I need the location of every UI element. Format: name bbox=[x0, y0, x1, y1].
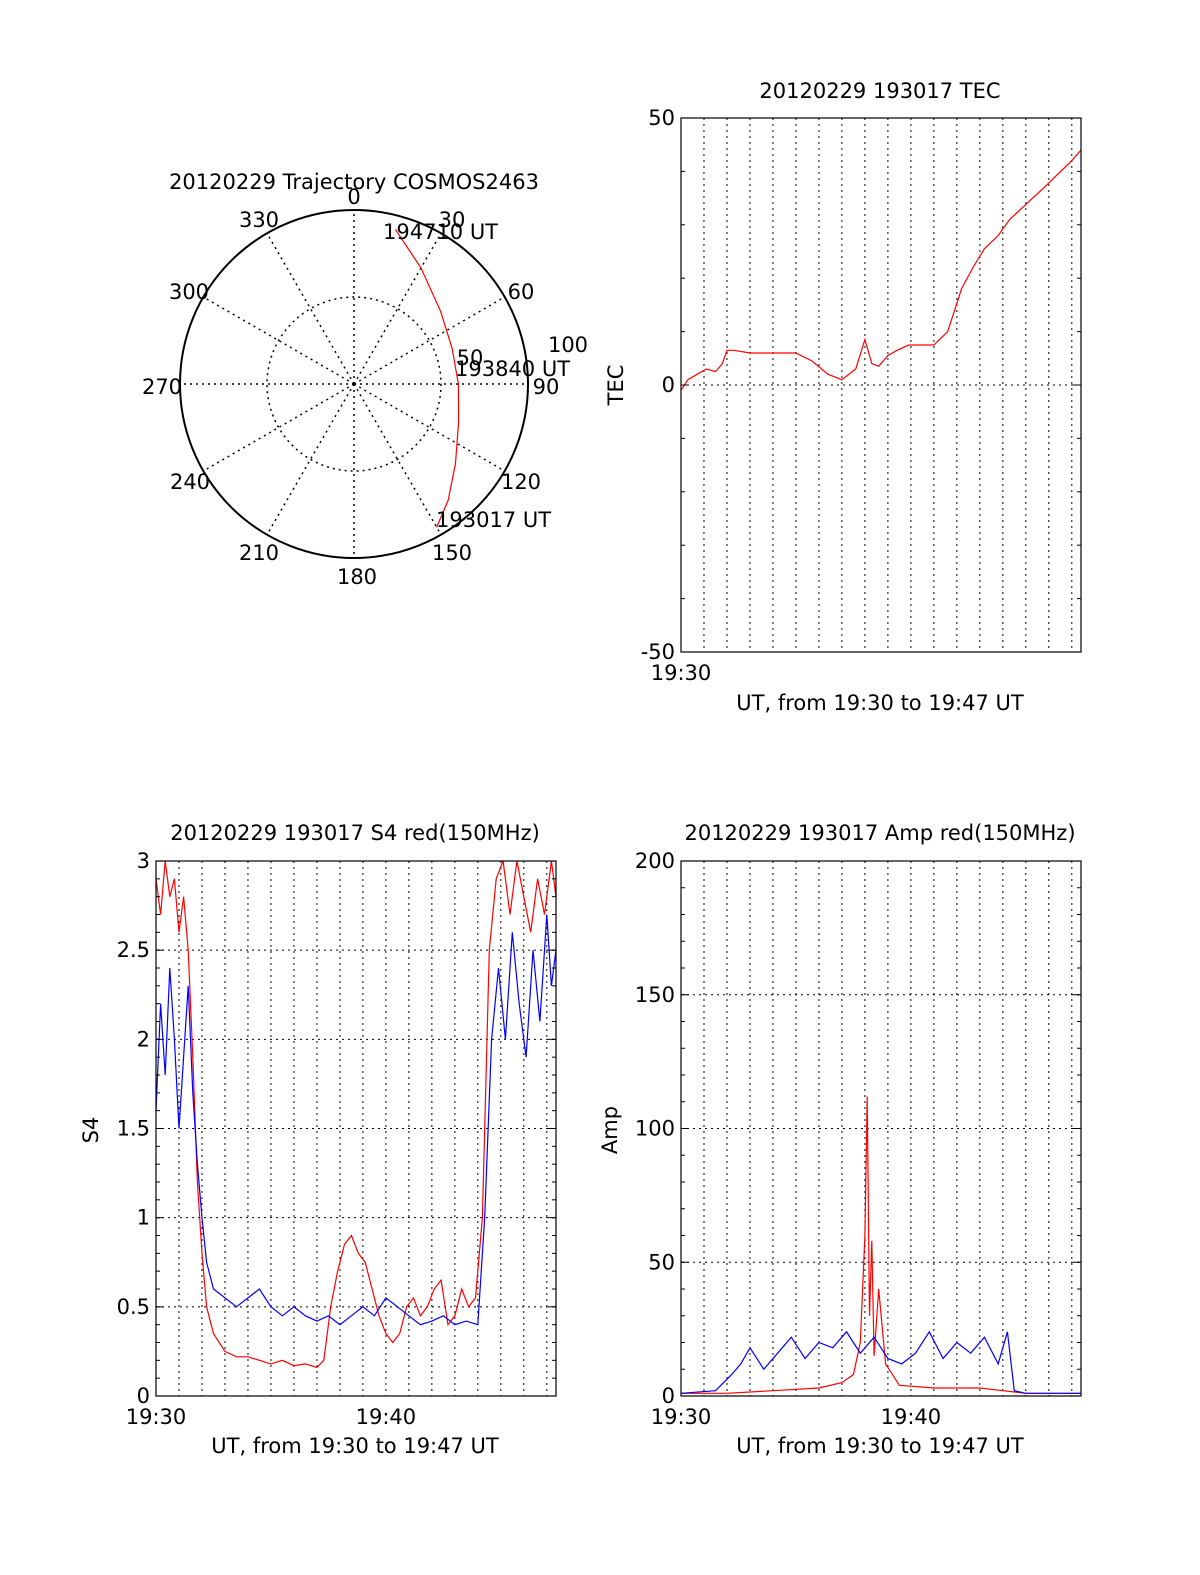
azimuth-label: 240 bbox=[170, 470, 210, 494]
tec-title: 20120229 193017 TEC bbox=[759, 79, 1000, 103]
azimuth-label: 150 bbox=[432, 541, 472, 565]
trajectory-annotation: 193840 UT bbox=[455, 357, 570, 381]
azimuth-label: 180 bbox=[337, 565, 377, 589]
azimuth-label: 0 bbox=[347, 185, 360, 209]
y-tick-label: 0 bbox=[137, 1384, 150, 1408]
amp-ylabel: Amp bbox=[598, 1106, 622, 1154]
y-tick-label: 3 bbox=[137, 849, 150, 873]
y-tick-label: -50 bbox=[641, 640, 675, 664]
azimuth-label: 210 bbox=[239, 541, 279, 565]
azimuth-label: 330 bbox=[239, 208, 279, 232]
x-tick-label: 19:30 bbox=[651, 661, 712, 685]
polar-spoke-240 bbox=[202, 383, 355, 472]
tec-plot: 20120229 193017 TEC -50 0 50 19:30 UT, from… bbox=[604, 79, 1082, 715]
amp-xlabel: UT, from 19:30 to 19:47 UT bbox=[736, 1434, 1024, 1458]
polar-spoke-330 bbox=[266, 232, 355, 385]
trajectory-title: 20120229 Trajectory COSMOS2463 bbox=[169, 170, 539, 194]
y-tick-label: 100 bbox=[635, 1117, 675, 1141]
polar-azimuth-labels: 0 30 60 90 120 150 180 210 240 270 300 330 bbox=[142, 185, 559, 589]
series-line-red bbox=[681, 1096, 1081, 1394]
azimuth-label: 60 bbox=[508, 280, 535, 304]
s4-ylabel: S4 bbox=[79, 1117, 103, 1144]
polar-spoke-60 bbox=[353, 296, 506, 385]
polar-spoke-120 bbox=[353, 383, 506, 472]
polar-radial-labels: 50 100 bbox=[457, 333, 588, 370]
azimuth-label: 120 bbox=[501, 470, 541, 494]
polar-grid bbox=[180, 210, 528, 558]
polar-spoke-150 bbox=[353, 383, 442, 536]
polar-spoke-300 bbox=[202, 296, 355, 385]
series-line-blue bbox=[680, 1330, 1081, 1394]
polar-ring-50 bbox=[266, 296, 442, 472]
x-tick-label: 19:40 bbox=[881, 1405, 942, 1429]
x-tick-label: 19:40 bbox=[356, 1405, 417, 1429]
x-tick-label: 19:30 bbox=[651, 1405, 712, 1429]
y-tick-label: 200 bbox=[635, 849, 675, 873]
y-tick-label: 50 bbox=[648, 1250, 675, 1274]
polar-spoke-30 bbox=[353, 232, 442, 385]
y-tick-label: 2 bbox=[137, 1027, 150, 1051]
polar-spoke-210 bbox=[266, 383, 355, 536]
y-tick-label: 1.5 bbox=[117, 1117, 150, 1141]
s4-plot: 20120229 193017 S4 red(150MHz) 0 0.5 1 1.5 2… bbox=[79, 821, 557, 1458]
tec-xlabel: UT, from 19:30 to 19:47 UT bbox=[736, 691, 1024, 715]
trajectory-annotation: 194710 UT bbox=[383, 220, 498, 244]
polar-outer-circle bbox=[179, 209, 529, 559]
y-tick-label: 150 bbox=[635, 983, 675, 1007]
amp-plot: 20120229 193017 Amp red(150MHz) 0 50 100 15… bbox=[598, 821, 1082, 1458]
x-tick-label: 19:30 bbox=[126, 1405, 187, 1429]
radial-label: 50 bbox=[457, 346, 484, 370]
s4-title: 20120229 193017 S4 red(150MHz) bbox=[170, 821, 540, 845]
series-line-red bbox=[155, 860, 557, 1369]
trajectory-line bbox=[394, 229, 460, 528]
trajectory-annotation: 193017 UT bbox=[436, 508, 551, 532]
y-tick-label: 2.5 bbox=[117, 938, 150, 962]
radial-label: 100 bbox=[548, 333, 588, 357]
series-line-red bbox=[680, 149, 1082, 391]
y-tick-label: 1 bbox=[137, 1206, 150, 1230]
amp-title: 20120229 193017 Amp red(150MHz) bbox=[684, 821, 1075, 845]
y-tick-label: 0.5 bbox=[117, 1295, 150, 1319]
azimuth-label: 270 bbox=[142, 375, 182, 399]
y-tick-label: 0 bbox=[662, 1384, 675, 1408]
s4-xlabel: UT, from 19:30 to 19:47 UT bbox=[211, 1434, 499, 1458]
azimuth-label: 30 bbox=[439, 208, 466, 232]
azimuth-label: 90 bbox=[533, 375, 560, 399]
tec-ylabel: TEC bbox=[604, 365, 628, 407]
series-line-blue bbox=[155, 914, 557, 1326]
trajectory-plot: 20120229 Trajectory COSMOS2463 0 30 60 90 12… bbox=[142, 170, 588, 589]
azimuth-label: 300 bbox=[169, 280, 209, 304]
y-tick-label: 0 bbox=[662, 373, 675, 397]
trajectory-annotations: 194710 UT 193840 UT 193017 UT bbox=[383, 220, 570, 532]
y-tick-label: 50 bbox=[648, 106, 675, 130]
